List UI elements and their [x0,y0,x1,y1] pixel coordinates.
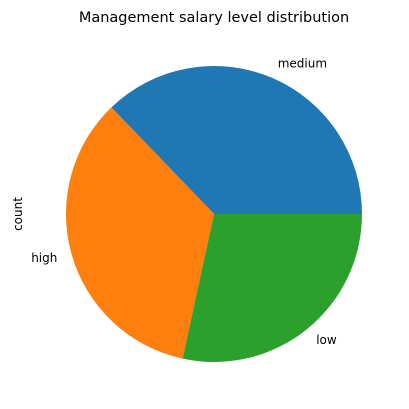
chart-title: Management salary level distribution [79,10,349,26]
pie-label-medium: medium [278,57,327,71]
pie-labels: medium high low [31,57,337,348]
pie-slice-medium [111,65,362,214]
pie-label-low: low [316,333,337,347]
pie-slices [65,65,362,363]
y-axis-label: count [11,197,25,231]
pie-slice-high [65,107,214,359]
pie-slice-low [182,214,362,363]
pie-label-high: high [31,251,57,265]
